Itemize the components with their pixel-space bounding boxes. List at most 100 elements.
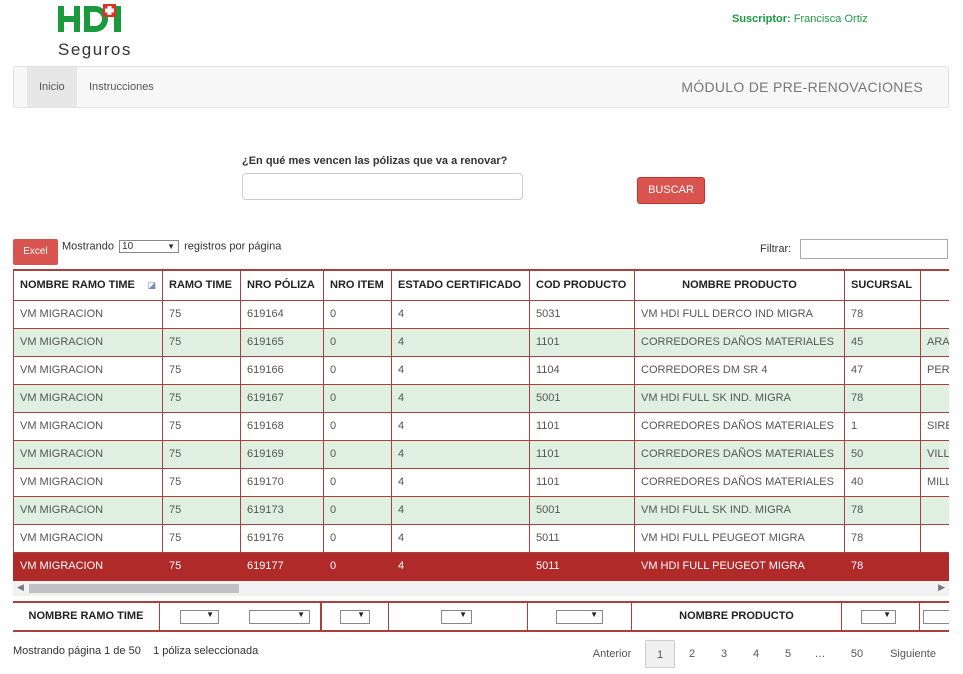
table-cell: 0 (323, 523, 392, 553)
column-filter-select[interactable]: ▼ (556, 610, 603, 624)
page-size-select[interactable]: 10 ▼ (119, 240, 180, 253)
column-header[interactable]: ESTADO CERTIFICADO (391, 269, 530, 301)
scrollbar-thumb[interactable] (29, 584, 239, 593)
filter-column-label: NOMBRE RAMO TIME (28, 610, 144, 622)
table-cell (920, 523, 949, 553)
column-filter-select[interactable]: ▼ (180, 610, 219, 624)
table-cell: 1101 (529, 411, 635, 441)
table-cell: VM MIGRACION (13, 383, 163, 413)
table-cell: 75 (162, 439, 241, 469)
table-row[interactable]: VM MIGRACION 75 619170 0 4 1101 CORREDORES DAÑ… (13, 467, 949, 497)
table-row[interactable]: VM MIGRACION 75 619173 0 4 5001 VM HDI FULL SK… (13, 495, 949, 525)
filter-cell: NOMBRE PRODUCTO (632, 603, 842, 630)
page-button[interactable]: 2 (688, 648, 696, 660)
table-cell: 1 (844, 411, 921, 441)
chevron-down-icon: ▼ (590, 610, 598, 619)
table-row[interactable]: VM MIGRACION 75 619169 0 4 1101 CORREDORES DAÑ… (13, 439, 949, 469)
table-cell: 1101 (529, 439, 635, 469)
table-cell: 4 (391, 411, 530, 441)
chevron-down-icon: ▼ (297, 610, 305, 619)
page-button[interactable]: 3 (720, 648, 728, 660)
table-info: Mostrando página 1 de 50 1 póliza selecc… (13, 645, 258, 657)
table-row[interactable]: VM MIGRACION 75 619166 0 4 1104 CORREDORES DM … (13, 355, 949, 385)
subscriber-label: Suscriptor: (732, 13, 791, 25)
table-cell: 4 (391, 495, 530, 525)
table-cell: 5031 (529, 299, 635, 329)
table-row[interactable]: VM MIGRACION 75 619167 0 4 5001 VM HDI FULL SK… (13, 383, 949, 413)
table-cell: 75 (162, 467, 241, 497)
table-cell: 78 (844, 495, 921, 525)
table-cell (920, 299, 949, 329)
table-cell: 0 (323, 495, 392, 525)
table-cell: CORREDORES DM SR 4 (634, 355, 845, 385)
column-filter-select[interactable] (923, 610, 949, 624)
nav-item-instrucciones[interactable]: Instrucciones (89, 81, 154, 93)
filter-cell: ▼ (389, 603, 528, 630)
page-info: Mostrando página 1 de 50 (13, 645, 141, 657)
table-cell: 0 (323, 551, 392, 581)
table-cell: CORREDORES DAÑOS MATERIALES (634, 411, 845, 441)
filter-cell: ▼ (160, 603, 322, 630)
excel-export-button[interactable]: Excel (13, 239, 58, 265)
column-header[interactable]: RAMO TIME (162, 269, 241, 301)
column-header[interactable]: COD PRODUCTO (529, 269, 635, 301)
nav-item-inicio[interactable]: Inicio (27, 67, 77, 107)
page-button[interactable]: 1 (645, 640, 675, 668)
column-header[interactable]: NOMBRE PRODUCTO (634, 269, 845, 301)
table-cell (920, 383, 949, 413)
sort-icon[interactable]: ◪ (147, 280, 156, 291)
table-cell: ARA (920, 327, 949, 357)
table-cell: 75 (162, 523, 241, 553)
table-row[interactable]: VM MIGRACION 75 619164 0 4 5031 VM HDI FULL DE… (13, 299, 949, 329)
table-row[interactable]: VM MIGRACION 75 619176 0 4 5011 VM HDI FULL PE… (13, 523, 949, 553)
table-row[interactable]: VM MIGRACION 75 619165 0 4 1101 CORREDORES DAÑ… (13, 327, 949, 357)
page-button[interactable]: 5 (784, 648, 792, 660)
table-cell: 619170 (240, 467, 324, 497)
column-filter-select[interactable]: ▼ (340, 610, 370, 624)
column-filter-select[interactable]: ▼ (249, 610, 310, 624)
per-page-label: registros por página (184, 240, 282, 253)
table-cell: 5001 (529, 383, 635, 413)
table-cell: 1101 (529, 327, 635, 357)
page-button[interactable]: 50 (850, 648, 864, 660)
page-button[interactable]: 4 (752, 648, 760, 660)
table-cell: 619167 (240, 383, 324, 413)
table-cell: 4 (391, 551, 530, 581)
table-cell: VM MIGRACION (13, 355, 163, 385)
hdi-logo-mark (58, 4, 121, 32)
module-title: MÓDULO DE PRE-RENOVACIONES (681, 79, 923, 95)
column-filter-select[interactable]: ▼ (441, 610, 472, 624)
top-navbar: Inicio Instrucciones MÓDULO DE PRE-RENOV… (13, 66, 949, 108)
filter-input[interactable] (800, 239, 948, 259)
table-cell: 4 (391, 467, 530, 497)
column-header[interactable]: SUCURSAL (844, 269, 921, 301)
table-row-selected[interactable]: VM MIGRACION 75 619177 0 4 5011 VM HDI FULL PE… (13, 551, 949, 581)
table-cell: 0 (323, 467, 392, 497)
subscriber-info: Suscriptor: Francisca Ortiz (732, 13, 868, 25)
filter-cell: ▼ (528, 603, 632, 630)
chevron-down-icon: ▼ (206, 610, 214, 619)
scroll-right-icon[interactable]: ▶ (938, 582, 945, 592)
table-cell: PER (920, 355, 949, 385)
table-cell: 619177 (240, 551, 324, 581)
column-header[interactable]: NOMBRE RAMO TIME ◪ (13, 269, 163, 301)
table-cell: VILL (920, 439, 949, 469)
month-input[interactable] (242, 173, 523, 200)
chevron-down-icon: ▼ (883, 610, 891, 619)
table-cell: 78 (844, 551, 921, 581)
table-cell: 0 (323, 439, 392, 469)
column-header[interactable]: NRO PÓLIZA (240, 269, 324, 301)
table-row[interactable]: VM MIGRACION 75 619168 0 4 1101 CORREDORES DAÑ… (13, 411, 949, 441)
filter-cell: ▼ (842, 603, 920, 630)
table-cell: 0 (323, 299, 392, 329)
column-filter-select[interactable]: ▼ (861, 610, 896, 624)
horizontal-scrollbar[interactable]: ◀ ▶ (13, 581, 949, 596)
previous-page-button[interactable]: Anterior (592, 648, 632, 660)
filter-cell (920, 603, 949, 630)
search-button[interactable]: BUSCAR (637, 177, 705, 204)
column-header[interactable]: NRO ITEM (323, 269, 392, 301)
next-page-button[interactable]: Siguiente (890, 648, 936, 660)
scroll-left-icon[interactable]: ◀ (17, 582, 24, 592)
showing-label: Mostrando (62, 240, 114, 253)
column-header[interactable] (920, 269, 949, 301)
